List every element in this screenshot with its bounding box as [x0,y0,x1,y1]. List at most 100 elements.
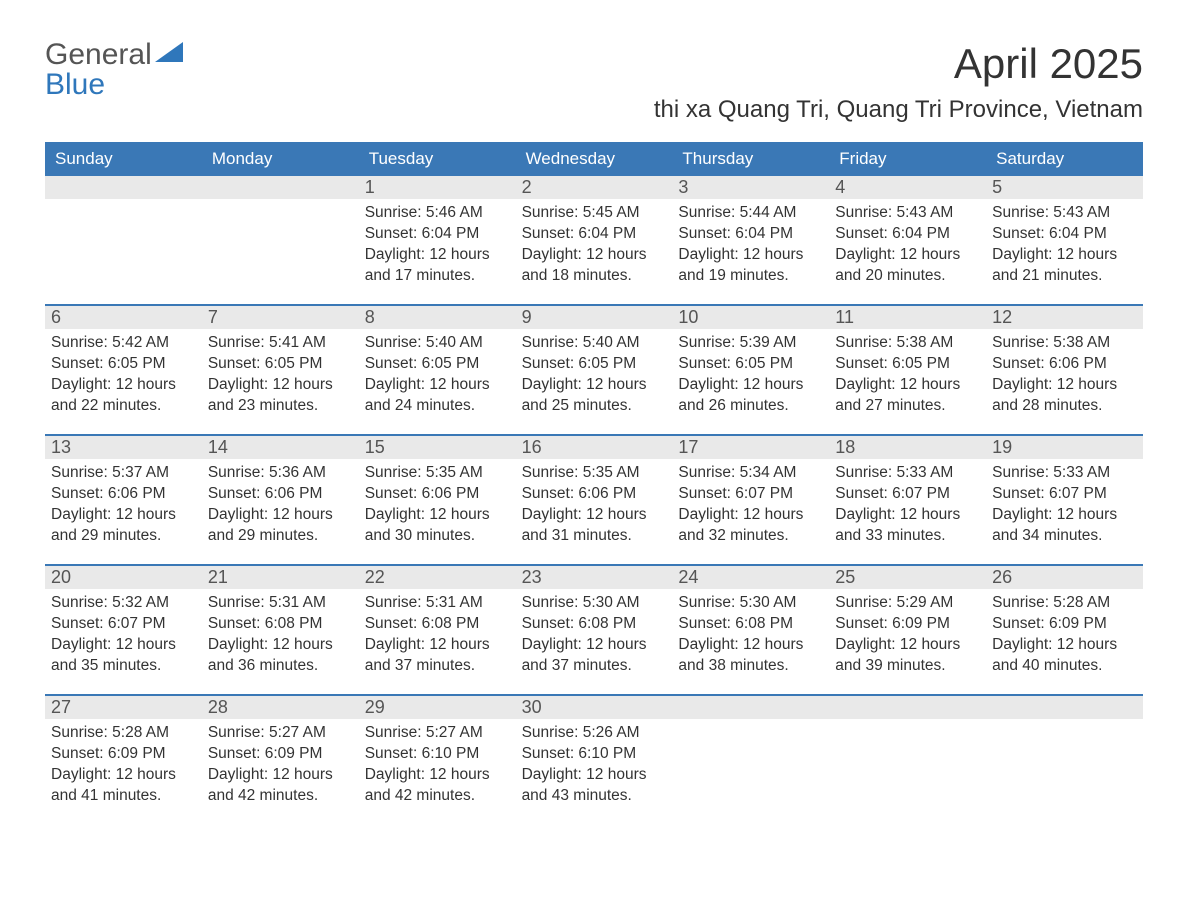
sunrise-text: Sunrise: 5:40 AM [522,333,667,354]
calendar-cell [202,176,359,304]
calendar-cell: 29Sunrise: 5:27 AMSunset: 6:10 PMDayligh… [359,696,516,824]
cell-body [45,199,202,213]
calendar-cell: 5Sunrise: 5:43 AMSunset: 6:04 PMDaylight… [986,176,1143,304]
cell-body: Sunrise: 5:43 AMSunset: 6:04 PMDaylight:… [986,199,1143,297]
daylight-text: Daylight: 12 hours and 31 minutes. [522,505,667,547]
cell-body: Sunrise: 5:41 AMSunset: 6:05 PMDaylight:… [202,329,359,427]
sunrise-text: Sunrise: 5:30 AM [678,593,823,614]
sunset-text: Sunset: 6:06 PM [208,484,353,505]
daylight-text: Daylight: 12 hours and 17 minutes. [365,245,510,287]
cell-body: Sunrise: 5:30 AMSunset: 6:08 PMDaylight:… [672,589,829,687]
date-number: 27 [45,696,202,719]
sunset-text: Sunset: 6:04 PM [678,224,823,245]
cell-body: Sunrise: 5:39 AMSunset: 6:05 PMDaylight:… [672,329,829,427]
daylight-text: Daylight: 12 hours and 43 minutes. [522,765,667,807]
date-number: 3 [672,176,829,199]
cell-body: Sunrise: 5:35 AMSunset: 6:06 PMDaylight:… [359,459,516,557]
daylight-text: Daylight: 12 hours and 29 minutes. [51,505,196,547]
date-number: 18 [829,436,986,459]
daylight-text: Daylight: 12 hours and 21 minutes. [992,245,1137,287]
daylight-text: Daylight: 12 hours and 23 minutes. [208,375,353,417]
daylight-text: Daylight: 12 hours and 26 minutes. [678,375,823,417]
title-block: April 2025 thi xa Quang Tri, Quang Tri P… [654,40,1143,124]
sunset-text: Sunset: 6:06 PM [365,484,510,505]
daylight-text: Daylight: 12 hours and 22 minutes. [51,375,196,417]
sunset-text: Sunset: 6:05 PM [678,354,823,375]
sunrise-text: Sunrise: 5:38 AM [992,333,1137,354]
calendar-cell: 7Sunrise: 5:41 AMSunset: 6:05 PMDaylight… [202,306,359,434]
sunset-text: Sunset: 6:05 PM [835,354,980,375]
cell-body: Sunrise: 5:43 AMSunset: 6:04 PMDaylight:… [829,199,986,297]
brand-logo: General Blue [45,40,183,100]
sunrise-text: Sunrise: 5:46 AM [365,203,510,224]
date-number: 4 [829,176,986,199]
sunset-text: Sunset: 6:07 PM [51,614,196,635]
calendar-cell: 6Sunrise: 5:42 AMSunset: 6:05 PMDaylight… [45,306,202,434]
cell-body: Sunrise: 5:28 AMSunset: 6:09 PMDaylight:… [986,589,1143,687]
sunset-text: Sunset: 6:06 PM [992,354,1137,375]
calendar-cell: 15Sunrise: 5:35 AMSunset: 6:06 PMDayligh… [359,436,516,564]
sunrise-text: Sunrise: 5:43 AM [992,203,1137,224]
sunset-text: Sunset: 6:05 PM [522,354,667,375]
calendar-cell: 1Sunrise: 5:46 AMSunset: 6:04 PMDaylight… [359,176,516,304]
daylight-text: Daylight: 12 hours and 40 minutes. [992,635,1137,677]
calendar-cell [45,176,202,304]
date-number: 9 [516,306,673,329]
sunset-text: Sunset: 6:04 PM [365,224,510,245]
sunrise-text: Sunrise: 5:27 AM [365,723,510,744]
cell-body: Sunrise: 5:36 AMSunset: 6:06 PMDaylight:… [202,459,359,557]
calendar-week: 1Sunrise: 5:46 AMSunset: 6:04 PMDaylight… [45,176,1143,304]
weekday-header: Saturday [986,142,1143,176]
daylight-text: Daylight: 12 hours and 34 minutes. [992,505,1137,547]
sunrise-text: Sunrise: 5:36 AM [208,463,353,484]
weekday-header: Sunday [45,142,202,176]
sunset-text: Sunset: 6:08 PM [678,614,823,635]
date-number: 15 [359,436,516,459]
calendar-cell: 25Sunrise: 5:29 AMSunset: 6:09 PMDayligh… [829,566,986,694]
cell-body: Sunrise: 5:38 AMSunset: 6:06 PMDaylight:… [986,329,1143,427]
cell-body: Sunrise: 5:28 AMSunset: 6:09 PMDaylight:… [45,719,202,817]
sunset-text: Sunset: 6:10 PM [365,744,510,765]
date-number: 21 [202,566,359,589]
sunrise-text: Sunrise: 5:35 AM [522,463,667,484]
daylight-text: Daylight: 12 hours and 24 minutes. [365,375,510,417]
sunrise-text: Sunrise: 5:34 AM [678,463,823,484]
calendar-week: 6Sunrise: 5:42 AMSunset: 6:05 PMDaylight… [45,304,1143,434]
sunrise-text: Sunrise: 5:44 AM [678,203,823,224]
daylight-text: Daylight: 12 hours and 38 minutes. [678,635,823,677]
date-number: 13 [45,436,202,459]
cell-body: Sunrise: 5:31 AMSunset: 6:08 PMDaylight:… [359,589,516,687]
date-number: 20 [45,566,202,589]
daylight-text: Daylight: 12 hours and 42 minutes. [208,765,353,807]
sunrise-text: Sunrise: 5:40 AM [365,333,510,354]
cell-body: Sunrise: 5:45 AMSunset: 6:04 PMDaylight:… [516,199,673,297]
sunrise-text: Sunrise: 5:41 AM [208,333,353,354]
sunrise-text: Sunrise: 5:30 AM [522,593,667,614]
calendar-cell: 24Sunrise: 5:30 AMSunset: 6:08 PMDayligh… [672,566,829,694]
cell-body: Sunrise: 5:40 AMSunset: 6:05 PMDaylight:… [359,329,516,427]
date-number: 5 [986,176,1143,199]
cell-body: Sunrise: 5:32 AMSunset: 6:07 PMDaylight:… [45,589,202,687]
cell-body [672,719,829,733]
daylight-text: Daylight: 12 hours and 29 minutes. [208,505,353,547]
calendar-cell [986,696,1143,824]
weeks-container: 1Sunrise: 5:46 AMSunset: 6:04 PMDaylight… [45,176,1143,824]
date-number: 28 [202,696,359,719]
sunrise-text: Sunrise: 5:35 AM [365,463,510,484]
calendar-cell: 3Sunrise: 5:44 AMSunset: 6:04 PMDaylight… [672,176,829,304]
sunset-text: Sunset: 6:06 PM [51,484,196,505]
cell-body: Sunrise: 5:30 AMSunset: 6:08 PMDaylight:… [516,589,673,687]
brand-word-1: General [45,38,152,71]
date-number: 12 [986,306,1143,329]
sunset-text: Sunset: 6:07 PM [992,484,1137,505]
daylight-text: Daylight: 12 hours and 39 minutes. [835,635,980,677]
weekday-header: Thursday [672,142,829,176]
calendar-cell: 28Sunrise: 5:27 AMSunset: 6:09 PMDayligh… [202,696,359,824]
sunset-text: Sunset: 6:05 PM [51,354,196,375]
cell-body [986,719,1143,733]
location-label: thi xa Quang Tri, Quang Tri Province, Vi… [654,96,1143,124]
cell-body: Sunrise: 5:42 AMSunset: 6:05 PMDaylight:… [45,329,202,427]
date-number [672,696,829,719]
sunrise-text: Sunrise: 5:28 AM [51,723,196,744]
calendar-cell: 20Sunrise: 5:32 AMSunset: 6:07 PMDayligh… [45,566,202,694]
